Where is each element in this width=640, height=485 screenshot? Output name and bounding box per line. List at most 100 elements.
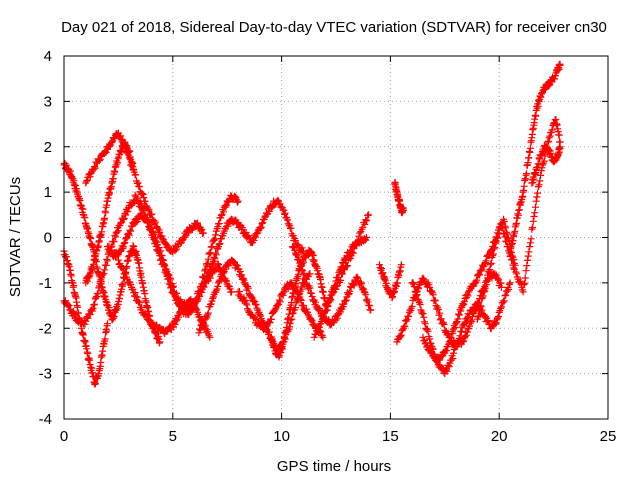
data-point bbox=[160, 262, 168, 270]
data-point bbox=[171, 320, 179, 328]
data-point bbox=[363, 217, 371, 225]
data-point bbox=[233, 262, 241, 270]
data-point bbox=[297, 295, 304, 303]
chart-title: Day 021 of 2018, Sidereal Day-to-day VTE… bbox=[61, 19, 607, 36]
data-point bbox=[138, 202, 146, 209]
data-point bbox=[120, 215, 128, 222]
data-point bbox=[454, 315, 462, 323]
data-point bbox=[357, 280, 365, 288]
series-15 bbox=[321, 211, 373, 315]
data-point bbox=[438, 364, 446, 372]
data-point bbox=[506, 279, 514, 287]
data-point bbox=[96, 157, 103, 165]
x-tick-label: 20 bbox=[491, 428, 508, 445]
data-point bbox=[479, 292, 487, 300]
data-point bbox=[503, 287, 511, 295]
data-point bbox=[207, 300, 215, 308]
data-point bbox=[144, 218, 152, 226]
data-point bbox=[87, 170, 95, 178]
data-point bbox=[251, 314, 259, 322]
data-point bbox=[122, 270, 130, 278]
data-point bbox=[64, 300, 72, 308]
data-point bbox=[151, 218, 159, 226]
data-point bbox=[405, 313, 412, 320]
data-point bbox=[300, 269, 308, 277]
data-point bbox=[114, 227, 122, 235]
data-point bbox=[217, 211, 225, 219]
data-point bbox=[522, 267, 530, 275]
data-point bbox=[196, 288, 204, 296]
data-point bbox=[114, 251, 122, 259]
data-point bbox=[135, 299, 143, 307]
data-point bbox=[271, 306, 279, 314]
data-point bbox=[273, 302, 281, 310]
data-point bbox=[410, 283, 418, 291]
data-point bbox=[413, 292, 420, 300]
data-point bbox=[502, 224, 510, 232]
data-point bbox=[209, 259, 217, 267]
data-point bbox=[287, 224, 295, 232]
data-point bbox=[134, 297, 142, 305]
data-point bbox=[499, 299, 507, 307]
data-point bbox=[223, 201, 230, 209]
data-point bbox=[266, 319, 274, 327]
y-tick-label: 4 bbox=[44, 48, 52, 65]
data-point bbox=[208, 261, 216, 269]
data-point bbox=[464, 292, 472, 300]
data-point bbox=[349, 249, 357, 257]
data-point bbox=[399, 326, 407, 334]
data-point bbox=[339, 270, 346, 278]
data-point bbox=[122, 211, 130, 219]
data-point bbox=[363, 234, 370, 241]
data-point bbox=[267, 315, 275, 323]
data-point bbox=[334, 314, 341, 322]
data-point bbox=[212, 287, 220, 295]
data-point bbox=[341, 297, 349, 305]
data-point bbox=[492, 239, 500, 247]
data-point bbox=[276, 298, 284, 306]
data-point bbox=[495, 229, 502, 237]
data-point bbox=[439, 320, 447, 328]
data-point bbox=[556, 143, 564, 151]
data-point bbox=[332, 285, 340, 293]
data-point bbox=[172, 317, 180, 325]
data-point bbox=[485, 269, 493, 277]
data-point bbox=[555, 131, 563, 139]
data-point bbox=[96, 279, 104, 287]
y-tick-label: -1 bbox=[39, 275, 52, 292]
data-point bbox=[532, 197, 540, 205]
data-point bbox=[215, 278, 223, 285]
series-5 bbox=[82, 138, 138, 287]
series-16 bbox=[376, 261, 405, 302]
data-point bbox=[477, 267, 485, 275]
data-point bbox=[247, 293, 255, 300]
data-point bbox=[333, 282, 341, 290]
data-point bbox=[421, 320, 429, 328]
data-point bbox=[521, 279, 529, 287]
x-tick-label: 10 bbox=[273, 428, 290, 445]
data-point bbox=[141, 211, 149, 219]
data-point bbox=[196, 325, 204, 333]
data-point bbox=[484, 317, 492, 325]
data-point bbox=[286, 320, 294, 328]
data-point bbox=[431, 296, 439, 304]
data-point bbox=[463, 331, 471, 339]
data-point bbox=[495, 230, 503, 238]
data-point bbox=[259, 219, 267, 227]
data-point bbox=[364, 298, 372, 306]
x-tick-label: 15 bbox=[382, 428, 399, 445]
data-point bbox=[529, 224, 537, 231]
x-tick-label: 0 bbox=[60, 428, 68, 445]
data-point bbox=[106, 143, 114, 150]
data-point bbox=[190, 305, 198, 313]
data-point bbox=[258, 220, 266, 227]
data-point bbox=[308, 293, 316, 300]
data-point bbox=[249, 296, 257, 304]
data-point bbox=[162, 266, 169, 274]
data-point bbox=[320, 313, 328, 321]
data-point bbox=[104, 257, 111, 265]
data-point bbox=[534, 102, 542, 110]
data-point bbox=[110, 313, 118, 321]
data-point bbox=[84, 314, 92, 322]
data-point bbox=[212, 288, 220, 296]
